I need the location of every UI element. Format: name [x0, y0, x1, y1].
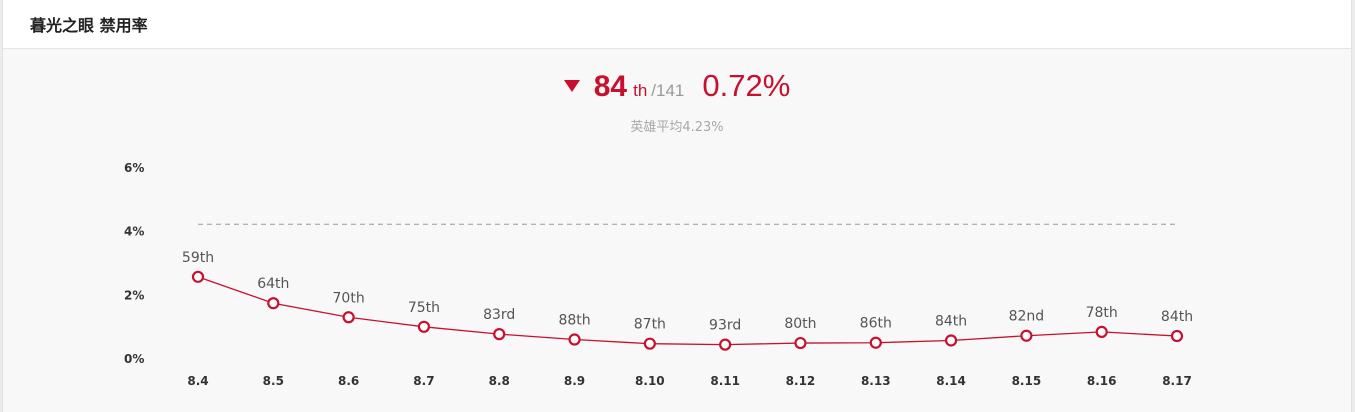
x-tick-label: 8.12: [786, 374, 816, 388]
x-tick-label: 8.13: [861, 374, 891, 388]
data-point: [944, 334, 958, 347]
point-rank-label: 64th: [257, 276, 289, 292]
x-tick-label: 8.16: [1087, 374, 1117, 388]
y-tick-label: 6%: [124, 161, 144, 175]
data-point: [643, 337, 656, 350]
point-rank-label: 82nd: [1009, 309, 1045, 325]
x-tick-label: 8.6: [338, 374, 359, 388]
x-tick-label: 8.15: [1012, 374, 1042, 388]
rank-total: /141: [651, 81, 685, 100]
triangle-down-icon: [563, 80, 580, 92]
rank-suffix: th: [633, 81, 648, 100]
point-rank-label: 93rd: [709, 318, 741, 334]
y-tick-label: 2%: [124, 288, 144, 302]
card-header: 暮光之眼 禁用率: [3, 0, 1351, 49]
card-title: 暮光之眼 禁用率: [30, 16, 148, 35]
point-rank-label: 59th: [182, 250, 214, 266]
x-tick-label: 8.17: [1162, 374, 1192, 388]
point-rank-label: 84th: [935, 313, 967, 329]
x-tick-label: 8.4: [187, 374, 208, 388]
data-point: [267, 297, 280, 310]
point-rank-label: 86th: [860, 316, 892, 332]
x-tick-label: 8.5: [263, 374, 284, 388]
x-tick-label: 8.9: [564, 374, 585, 388]
point-rank-label: 78th: [1086, 305, 1118, 321]
x-tick-label: 8.8: [489, 374, 510, 388]
data-point: [568, 333, 581, 346]
x-tick-label: 8.7: [413, 374, 434, 388]
point-rank-label: 75th: [408, 300, 440, 316]
x-tick-label: 8.10: [635, 374, 665, 388]
ban-rate-value: 0.72%: [702, 68, 791, 103]
data-point: [1095, 325, 1108, 338]
rank-number: 84: [593, 70, 628, 103]
y-tick-label: 0%: [124, 352, 144, 366]
point-rank-label: 84th: [1161, 309, 1193, 325]
point-rank-label: 70th: [333, 290, 365, 306]
data-point: [1170, 329, 1184, 343]
data-point: [191, 270, 205, 283]
y-tick-label: 4%: [124, 225, 144, 239]
data-point: [1020, 329, 1033, 342]
x-tick-label: 8.14: [936, 374, 966, 388]
data-point: [794, 336, 807, 350]
point-rank-label: 80th: [784, 316, 816, 332]
data-point: [493, 328, 506, 341]
data-point: [869, 336, 882, 349]
ban-rate-series-line: [197, 276, 1178, 346]
point-rank-label: 88th: [558, 313, 590, 329]
point-rank-label: 87th: [634, 317, 666, 333]
data-point: [719, 338, 732, 351]
data-point: [417, 320, 431, 333]
rank-summary: 84 th /141 0.72%: [3, 68, 1351, 104]
data-point: [342, 311, 355, 324]
point-rank-label: 83rd: [483, 307, 515, 323]
average-rate-label: 英雄平均4.23%: [630, 120, 724, 135]
x-tick-label: 8.11: [710, 374, 740, 388]
